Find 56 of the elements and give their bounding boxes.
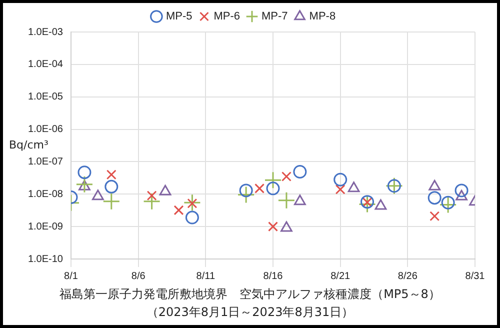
point — [76, 176, 94, 194]
legend-label: MP-8 — [309, 10, 336, 23]
point — [78, 166, 92, 180]
x-tick-label: 8/31 — [465, 270, 486, 282]
point — [268, 222, 278, 232]
point — [146, 190, 157, 201]
point — [334, 172, 348, 186]
point — [92, 190, 104, 200]
point — [348, 182, 360, 192]
point — [174, 205, 184, 216]
point — [439, 196, 457, 214]
point — [264, 171, 282, 189]
point — [254, 183, 265, 194]
point — [106, 170, 116, 180]
point — [143, 192, 161, 210]
y-tick-label: 1.0E-10 — [28, 254, 64, 265]
point — [293, 165, 307, 179]
point — [441, 196, 455, 210]
y-tick-label: 1.0E-04 — [28, 59, 64, 70]
point — [159, 184, 172, 196]
x-tick-label: 8/11 — [196, 270, 216, 282]
x-tick-label: 8/1 — [64, 270, 78, 282]
point — [428, 191, 442, 205]
point — [187, 198, 198, 208]
point — [280, 221, 292, 232]
point — [335, 184, 346, 194]
point — [185, 210, 199, 224]
point — [104, 180, 118, 194]
y-axis-title: Bq/cm³ — [9, 138, 48, 152]
point — [278, 192, 296, 210]
y-tick-label: 1.0E-05 — [28, 92, 64, 103]
legend-label: MP-5 — [166, 10, 192, 23]
x-tick-label: 8/26 — [398, 270, 418, 282]
point — [237, 186, 255, 204]
point — [239, 184, 253, 198]
y-tick-label: 1.0E-03 — [28, 26, 64, 38]
y-tick-label: 1.0E-08 — [28, 188, 64, 200]
x-tick-label: 8/16 — [263, 270, 284, 282]
x-tick-label: 8/6 — [131, 270, 146, 282]
legend-label: MP-7 — [262, 10, 288, 23]
point — [266, 182, 280, 196]
point — [294, 194, 306, 206]
y-tick-label: 1.0E-06 — [28, 124, 64, 136]
y-tick-label: 1.0E-09 — [28, 221, 64, 232]
point — [102, 192, 120, 210]
text: （2023年8月1日～2023年8月31日） — [145, 304, 355, 321]
text: 福島第一原子力発電所敷地境界 空気中アルファ核種濃度（MP5～8） — [58, 286, 442, 303]
point — [456, 190, 468, 200]
point — [374, 199, 387, 210]
point — [281, 172, 292, 182]
legend-label: MP-6 — [214, 10, 240, 23]
x-tick-label: 8/21 — [330, 270, 350, 282]
y-tick-label: 1.0E-07 — [28, 156, 64, 168]
point — [454, 184, 468, 198]
point — [183, 194, 201, 212]
point — [430, 211, 440, 222]
